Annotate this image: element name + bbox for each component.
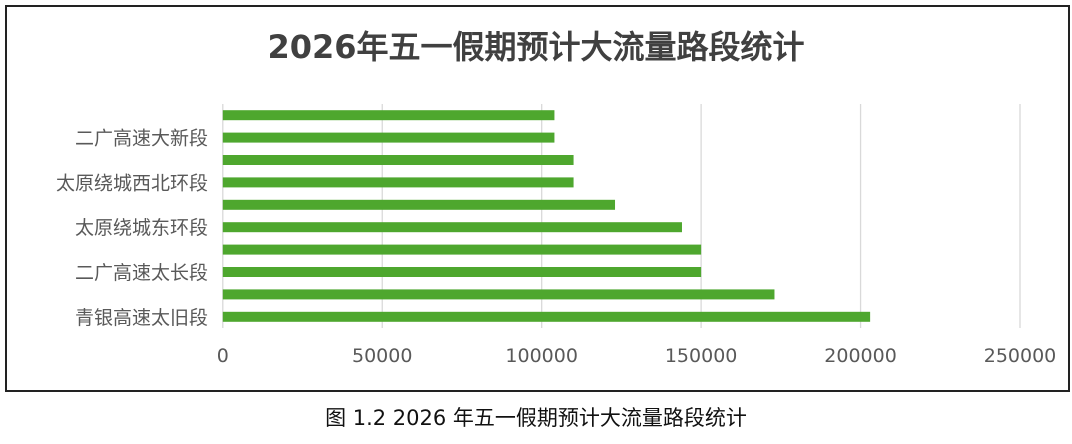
figure-caption: 图 1.2 2026 年五一假期预计大流量路段统计 — [325, 406, 747, 430]
bar-chart: 2026年五一假期预计大流量路段统计 二广高速大新段太原绕城西北环段太原绕城东环… — [56, 28, 1057, 367]
x-tick-label: 50000 — [352, 345, 412, 367]
y-category-label: 二广高速太长段 — [75, 262, 208, 284]
x-tick-label: 250000 — [984, 345, 1057, 367]
x-tick-label: 100000 — [505, 345, 578, 367]
y-category-label: 太原绕城西北环段 — [56, 172, 208, 194]
bar — [222, 222, 682, 233]
y-category-label: 青银高速太旧段 — [75, 307, 208, 329]
chart-frame — [5, 5, 1070, 392]
bar — [222, 177, 574, 188]
chart-title: 2026年五一假期预计大流量路段统计 — [267, 28, 804, 66]
bar — [222, 244, 702, 255]
bar — [222, 199, 616, 210]
bar — [222, 289, 775, 300]
y-category-label: 二广高速大新段 — [75, 128, 208, 150]
x-tick-label: 0 — [217, 345, 229, 367]
bar — [222, 155, 574, 165]
bar — [222, 311, 871, 322]
bar — [222, 267, 702, 277]
x-tick-label: 200000 — [824, 345, 897, 367]
bar — [222, 110, 555, 121]
x-tick-label: 150000 — [665, 345, 738, 367]
bar — [222, 132, 555, 143]
y-category-label: 太原绕城东环段 — [75, 217, 208, 239]
